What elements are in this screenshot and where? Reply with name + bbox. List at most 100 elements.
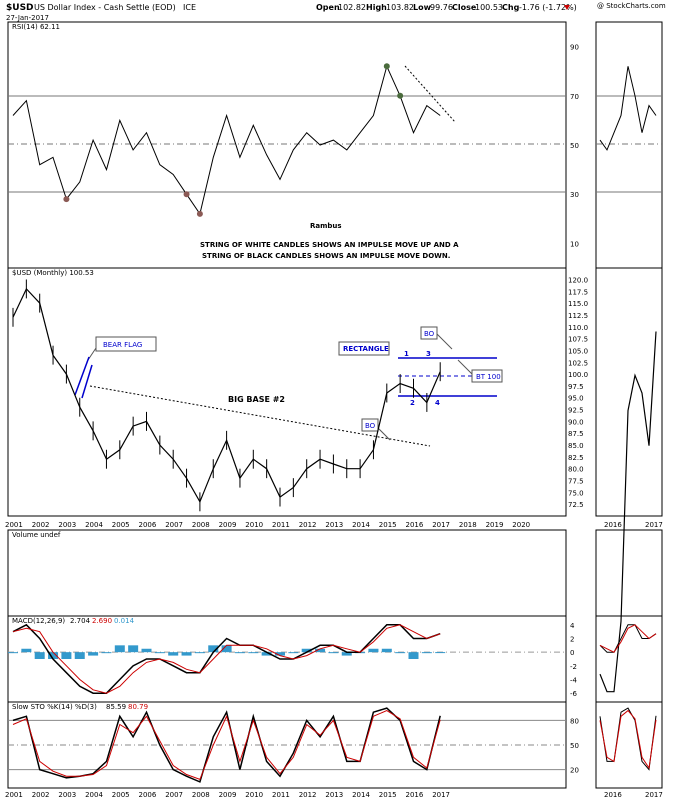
macd-histogram-bar [248, 652, 259, 654]
macd-histogram-bar [261, 652, 272, 656]
x-tick-label: 2010 [245, 521, 263, 529]
note-line-1: STRING OF WHITE CANDLES SHOWS AN IMPULSE… [200, 241, 459, 249]
bt-label: BT 100 [476, 373, 501, 381]
rsi-divergence-line [404, 65, 456, 123]
point-1: 1 [404, 350, 409, 358]
y-tick-label: 95.0 [568, 395, 584, 403]
macd-signal-value: 2.690 [92, 617, 112, 625]
author-label: Rambus [310, 222, 342, 230]
note-line-2: STRING OF BLACK CANDLES SHOWS AN IMPULSE… [202, 252, 450, 260]
macd-histogram-value: 0.014 [114, 617, 135, 625]
rsi-extreme-point [63, 196, 70, 203]
y-tick-label: -6 [570, 690, 578, 698]
x-tick-label: 2011 [272, 791, 290, 799]
rsi-extreme-point [183, 191, 190, 198]
x-tick-label: 2001 [5, 791, 23, 799]
macd-histogram-bar [88, 652, 99, 656]
y-tick-label: 50 [570, 142, 579, 150]
macd-histogram-bar [8, 652, 18, 654]
rsi-extreme-point [196, 210, 203, 217]
y-tick-label: 107.5 [568, 336, 588, 344]
y-tick-label: -4 [570, 677, 578, 685]
zoom-panel-layer: 2016 2016 2017 2017 [599, 66, 663, 799]
x-tick-label: 2018 [459, 521, 477, 529]
price-panel [7, 267, 567, 517]
y-tick-label: 90 [570, 44, 579, 52]
point-3: 3 [426, 350, 431, 358]
macd-histogram-bar [128, 645, 139, 653]
axis-labels-layer: 9070503010120.0117.5115.0112.5110.0107.5… [5, 44, 588, 799]
exchange-label: ICE [183, 3, 196, 12]
macd-histogram-bar [288, 652, 299, 654]
sto-series-layer [8, 707, 566, 783]
bear-flag-label: BEAR FLAG [103, 341, 142, 349]
high-value: 103.82 [386, 3, 414, 12]
rsi-line [12, 64, 441, 216]
low-value: 99.76 [430, 3, 453, 12]
bt-box [471, 369, 503, 383]
x-tick-label: 2004 [85, 521, 103, 529]
big-base-label: BIG BASE #2 [228, 395, 285, 404]
y-tick-label: 20 [570, 767, 579, 775]
volume-panel [7, 529, 567, 617]
x-tick-label: 2005 [112, 791, 130, 799]
macd-line [12, 623, 441, 694]
bo-upper-box [420, 326, 438, 340]
y-tick-label: 105.0 [568, 347, 588, 355]
macd-series-layer [8, 623, 566, 694]
x-tick-label: 2006 [139, 521, 157, 529]
macd-value: 2.704 [70, 617, 91, 625]
volume-zoom-panel [595, 529, 663, 617]
zoom-x-tick-label: 2016 [604, 521, 622, 529]
x-tick-label: 2014 [352, 521, 370, 529]
y-tick-label: 50 [570, 742, 579, 750]
y-tick-label: -2 [570, 663, 577, 671]
macd-histogram-bar [301, 648, 312, 653]
y-tick-label: 10 [570, 240, 579, 248]
y-tick-label: 87.5 [568, 430, 584, 438]
rsi-zoom-panel [595, 21, 663, 269]
x-tick-label: 2007 [165, 791, 183, 799]
y-tick-label: 30 [570, 191, 579, 199]
macd-histogram-bar [181, 652, 192, 656]
y-tick-label: 110.0 [568, 324, 588, 332]
y-tick-label: 70 [570, 93, 579, 101]
bo-lower-label: BO [365, 422, 376, 430]
zoom-x-tick-label: 2017 [645, 791, 663, 799]
sto-d-line [12, 710, 441, 781]
macd-histogram-bar [395, 652, 406, 654]
rsi-extreme-point [397, 92, 404, 99]
point-4: 4 [435, 399, 440, 407]
macd-histogram-bar [194, 652, 205, 654]
macd-histogram-bar [421, 652, 432, 654]
bo-upper-label: BO [424, 330, 435, 338]
x-tick-label: 2017 [432, 521, 450, 529]
x-tick-label: 2017 [432, 791, 450, 799]
high-label: High [366, 3, 387, 12]
price-zoom-line [599, 331, 657, 693]
x-tick-label: 2014 [352, 791, 370, 799]
x-tick-label: 2002 [32, 791, 50, 799]
price-title: $USD (Monthly) 100.53 [12, 269, 94, 277]
ticker-symbol[interactable]: $USD [6, 3, 34, 13]
y-tick-label: 100.0 [568, 371, 588, 379]
rsi-zoom-line [599, 66, 657, 151]
bear-flag-line-b [81, 364, 93, 399]
chg-label: Chg [502, 3, 520, 12]
y-tick-label: 77.5 [568, 478, 584, 486]
macd-histogram-bar [315, 648, 326, 653]
x-tick-label: 2002 [32, 521, 50, 529]
macd-histogram-bar [275, 652, 285, 656]
macd-histogram-bar [101, 652, 112, 654]
bear-flag-box [95, 336, 157, 352]
y-tick-label: 97.5 [568, 383, 584, 391]
x-tick-label: 2015 [379, 791, 397, 799]
price-line [12, 287, 441, 504]
open-label: Open [316, 3, 340, 12]
y-tick-label: 75.0 [568, 489, 584, 497]
y-tick-label: 2 [570, 636, 574, 644]
down-arrow-icon [564, 5, 570, 10]
x-tick-label: 2012 [299, 791, 317, 799]
macd-histogram-bar [74, 652, 85, 659]
